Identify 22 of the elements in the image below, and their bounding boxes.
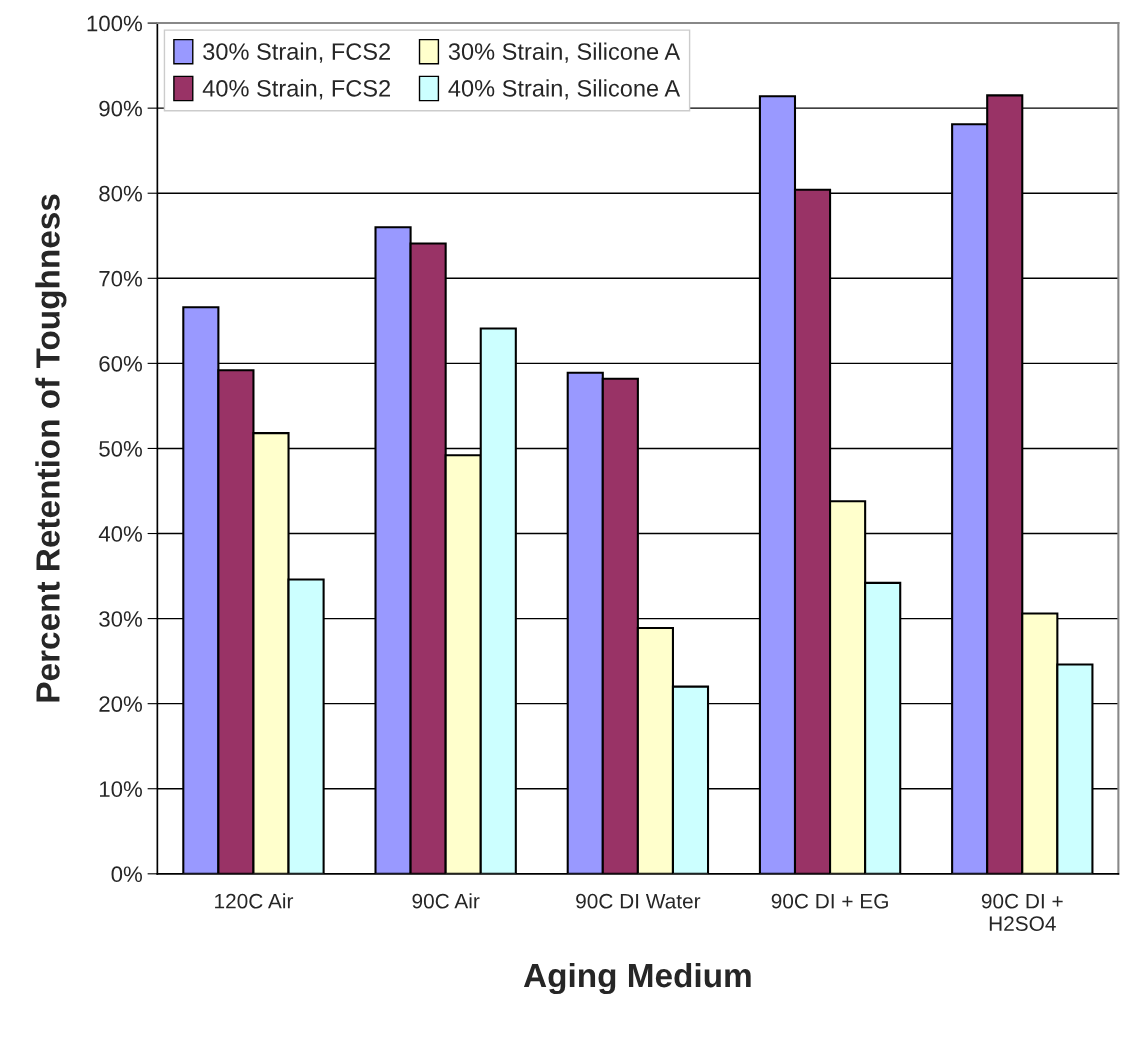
- x-tick-label: 120C Air: [215, 893, 294, 909]
- x-tick-label: 90C DI + H2SO4: [981, 893, 1063, 931]
- y-tick-label: 10%: [100, 781, 142, 798]
- y-tick-label: 30%: [99, 611, 142, 627]
- x-axis-title: Aging Medium: [523, 962, 751, 995]
- y-tick-label: 40%: [98, 526, 142, 542]
- y-tick-label: 70%: [99, 270, 142, 287]
- y-tick-label: 100%: [87, 15, 142, 32]
- legend-label: 30% Strain, FCS2: [203, 42, 391, 63]
- y-tick-label: 0%: [111, 866, 142, 883]
- legend-label: 40% Strain, Silicone A: [448, 79, 681, 100]
- y-tick-label: 90%: [99, 100, 142, 117]
- y-tick-label: 80%: [99, 185, 142, 202]
- x-tick-label: 90C DI + EG: [771, 893, 888, 909]
- y-tick-label: 60%: [99, 355, 142, 372]
- x-tick-label: 90C Air: [412, 893, 480, 909]
- legend-label: 40% Strain, FCS2: [202, 79, 391, 100]
- y-tick-label: 50%: [99, 440, 142, 457]
- y-axis-title: Percent Retention of Toughness: [35, 194, 67, 702]
- y-tick-label: 20%: [99, 696, 142, 712]
- legend-label: 30% Strain, Silicone A: [448, 42, 681, 63]
- x-tick-label: 90C DI Water: [576, 893, 701, 909]
